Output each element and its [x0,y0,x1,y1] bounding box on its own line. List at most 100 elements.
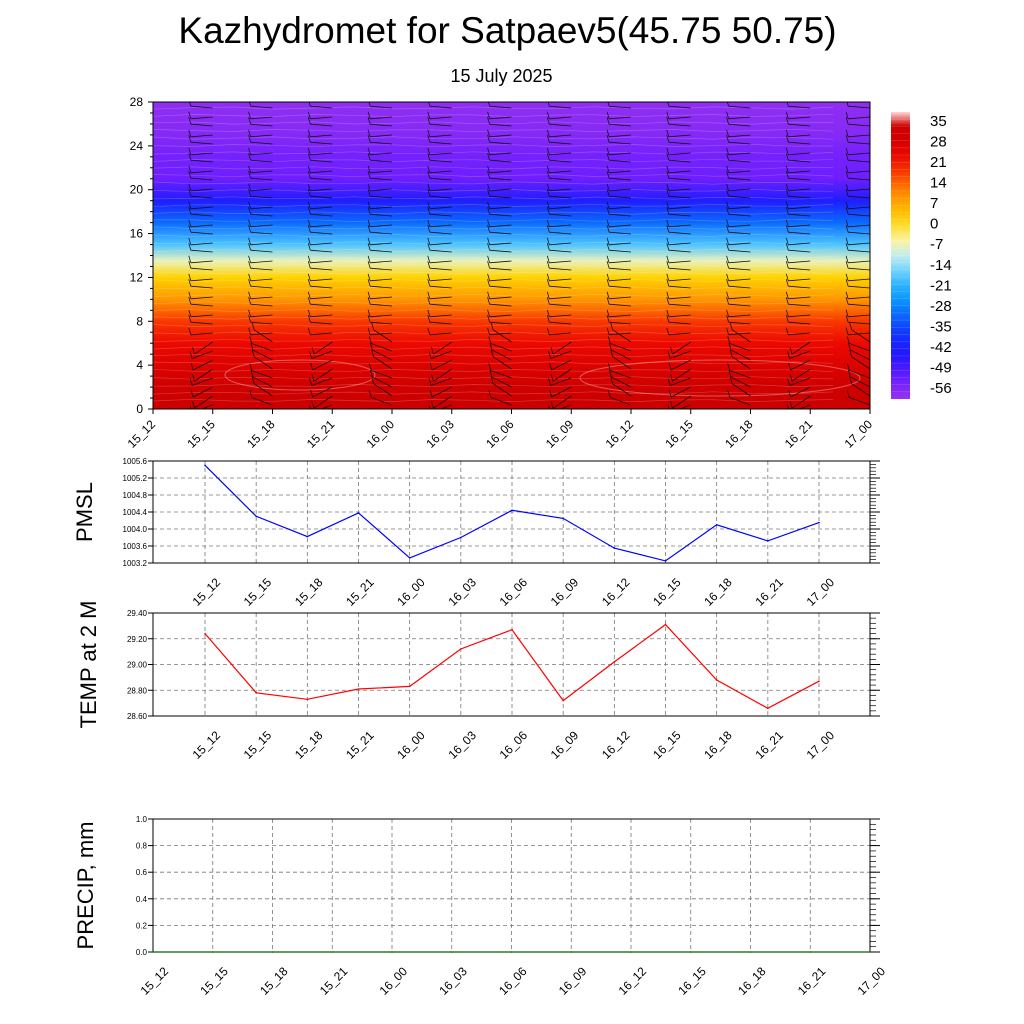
wind-barb-flag [248,315,251,323]
wind-barb [609,141,632,145]
wind-barb-flag [188,147,192,155]
wind-barb-flag [490,376,494,384]
wind-barb [549,206,572,210]
wind-barb [728,195,751,199]
wind-barb [728,296,751,300]
wind-barb [190,296,213,300]
wind-barb [429,231,452,235]
wind-barb [153,261,154,262]
x-tick-label: 16_03 [423,417,457,451]
wind-barb-flag [428,405,431,409]
wind-barb-flag [785,291,789,299]
wind-barb [190,213,213,217]
wind-barb [549,242,572,246]
wind-barb [728,105,751,109]
data-point [204,464,206,467]
wind-barb [429,177,452,181]
wind-barb-flag [785,153,789,161]
wind-barb [668,267,691,271]
wind-barb [370,278,393,282]
x-tick-label: 16_18 [722,417,756,451]
wind-barb [789,377,811,386]
wind-barb [788,303,811,307]
wind-barb-flag [248,111,251,119]
wind-barb [609,134,632,138]
wind-barb-flag [427,111,431,119]
wind-barb-flag [546,261,550,269]
x-tick-label: 15_18 [292,575,326,609]
wind-barb [429,116,452,120]
wind-barb [728,188,751,192]
wind-barb [609,231,632,235]
x-tick-label: 16_00 [364,417,398,451]
wind-barb-flag [367,279,371,287]
wind-barb-flag [129,256,131,263]
wind-barb [153,297,154,298]
x-tick-label: 16_09 [556,964,590,998]
wind-barb-flag [845,255,849,263]
colorbar-label: 14 [930,175,947,192]
wind-barb-flag [788,389,791,398]
wind-barb-flag [666,183,670,191]
contour-line [153,256,834,260]
wind-barb-flag [487,315,490,323]
y-axis-label: PRECIP, mm [73,822,98,950]
wind-barb [310,303,333,307]
wind-barb [668,105,691,109]
wind-barb [851,383,870,397]
wind-barb [250,296,273,300]
wind-barb-flag [666,291,670,299]
wind-barb-flag [371,376,375,384]
wind-barb-flag [609,369,612,378]
wind-barb [429,267,452,271]
wind-barb-flag [248,171,251,179]
y-tick-label: 0.2 [136,921,148,930]
x-tick-label: 15_15 [184,417,218,451]
wind-barb [489,206,512,210]
wind-barb-flag [248,129,251,137]
wind-barb-flag [427,225,431,233]
wind-barb-flag [785,327,789,335]
wind-barb [668,285,691,289]
wind-barb-flag [129,130,131,137]
wind-barb-flag [248,153,251,161]
wind-barb [253,383,273,397]
wind-barb-flag [607,390,611,398]
wind-barb-flag [846,390,850,398]
wind-barb-flag [307,189,311,197]
wind-barb [788,296,811,300]
wind-barb [370,314,393,318]
x-tick-label: 16_18 [701,728,735,762]
wind-barb [250,123,273,127]
data-point [690,951,692,953]
data-point [391,951,393,953]
y-tick-label: 28.60 [127,712,148,721]
y-tick-label: 0.8 [136,842,148,851]
wind-barb-flag [546,171,550,179]
wind-barb [153,117,154,118]
wind-barb [551,359,572,371]
wind-barb-flag [188,243,192,251]
wind-barb [489,134,512,138]
wind-barb [153,243,154,244]
wind-barb-flag [487,147,490,155]
wind-barb [429,260,452,264]
wind-barb-flag [368,102,371,107]
wind-barb-flag [726,237,729,245]
wind-barb-flag [666,117,670,125]
wind-barb-flag [845,273,849,281]
wind-barb [788,224,811,228]
wind-barb [848,249,870,253]
wind-barb [430,350,452,359]
wind-barb-flag [546,117,550,125]
wind-barb-flag [546,111,550,119]
wind-barb [370,224,393,228]
wind-barb-flag [610,376,614,384]
wind-barb-flag [785,183,789,191]
wind-barb-flag [666,201,670,209]
colorbar-label: -56 [930,380,952,397]
wind-barb [549,231,572,235]
wind-barb [609,267,632,271]
wind-barb-flag [726,297,729,305]
